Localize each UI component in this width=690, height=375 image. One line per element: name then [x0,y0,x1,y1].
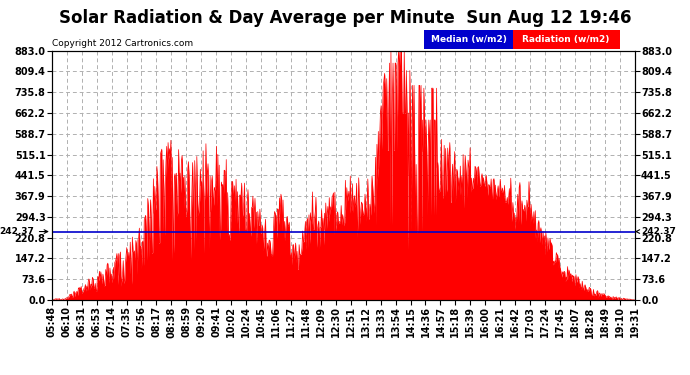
Text: Copyright 2012 Cartronics.com: Copyright 2012 Cartronics.com [52,39,193,48]
Text: Median (w/m2): Median (w/m2) [431,35,506,44]
Text: Radiation (w/m2): Radiation (w/m2) [522,35,610,44]
Text: 242.37: 242.37 [635,227,677,236]
Text: 242.37: 242.37 [0,227,48,236]
Text: Solar Radiation & Day Average per Minute  Sun Aug 12 19:46: Solar Radiation & Day Average per Minute… [59,9,631,27]
